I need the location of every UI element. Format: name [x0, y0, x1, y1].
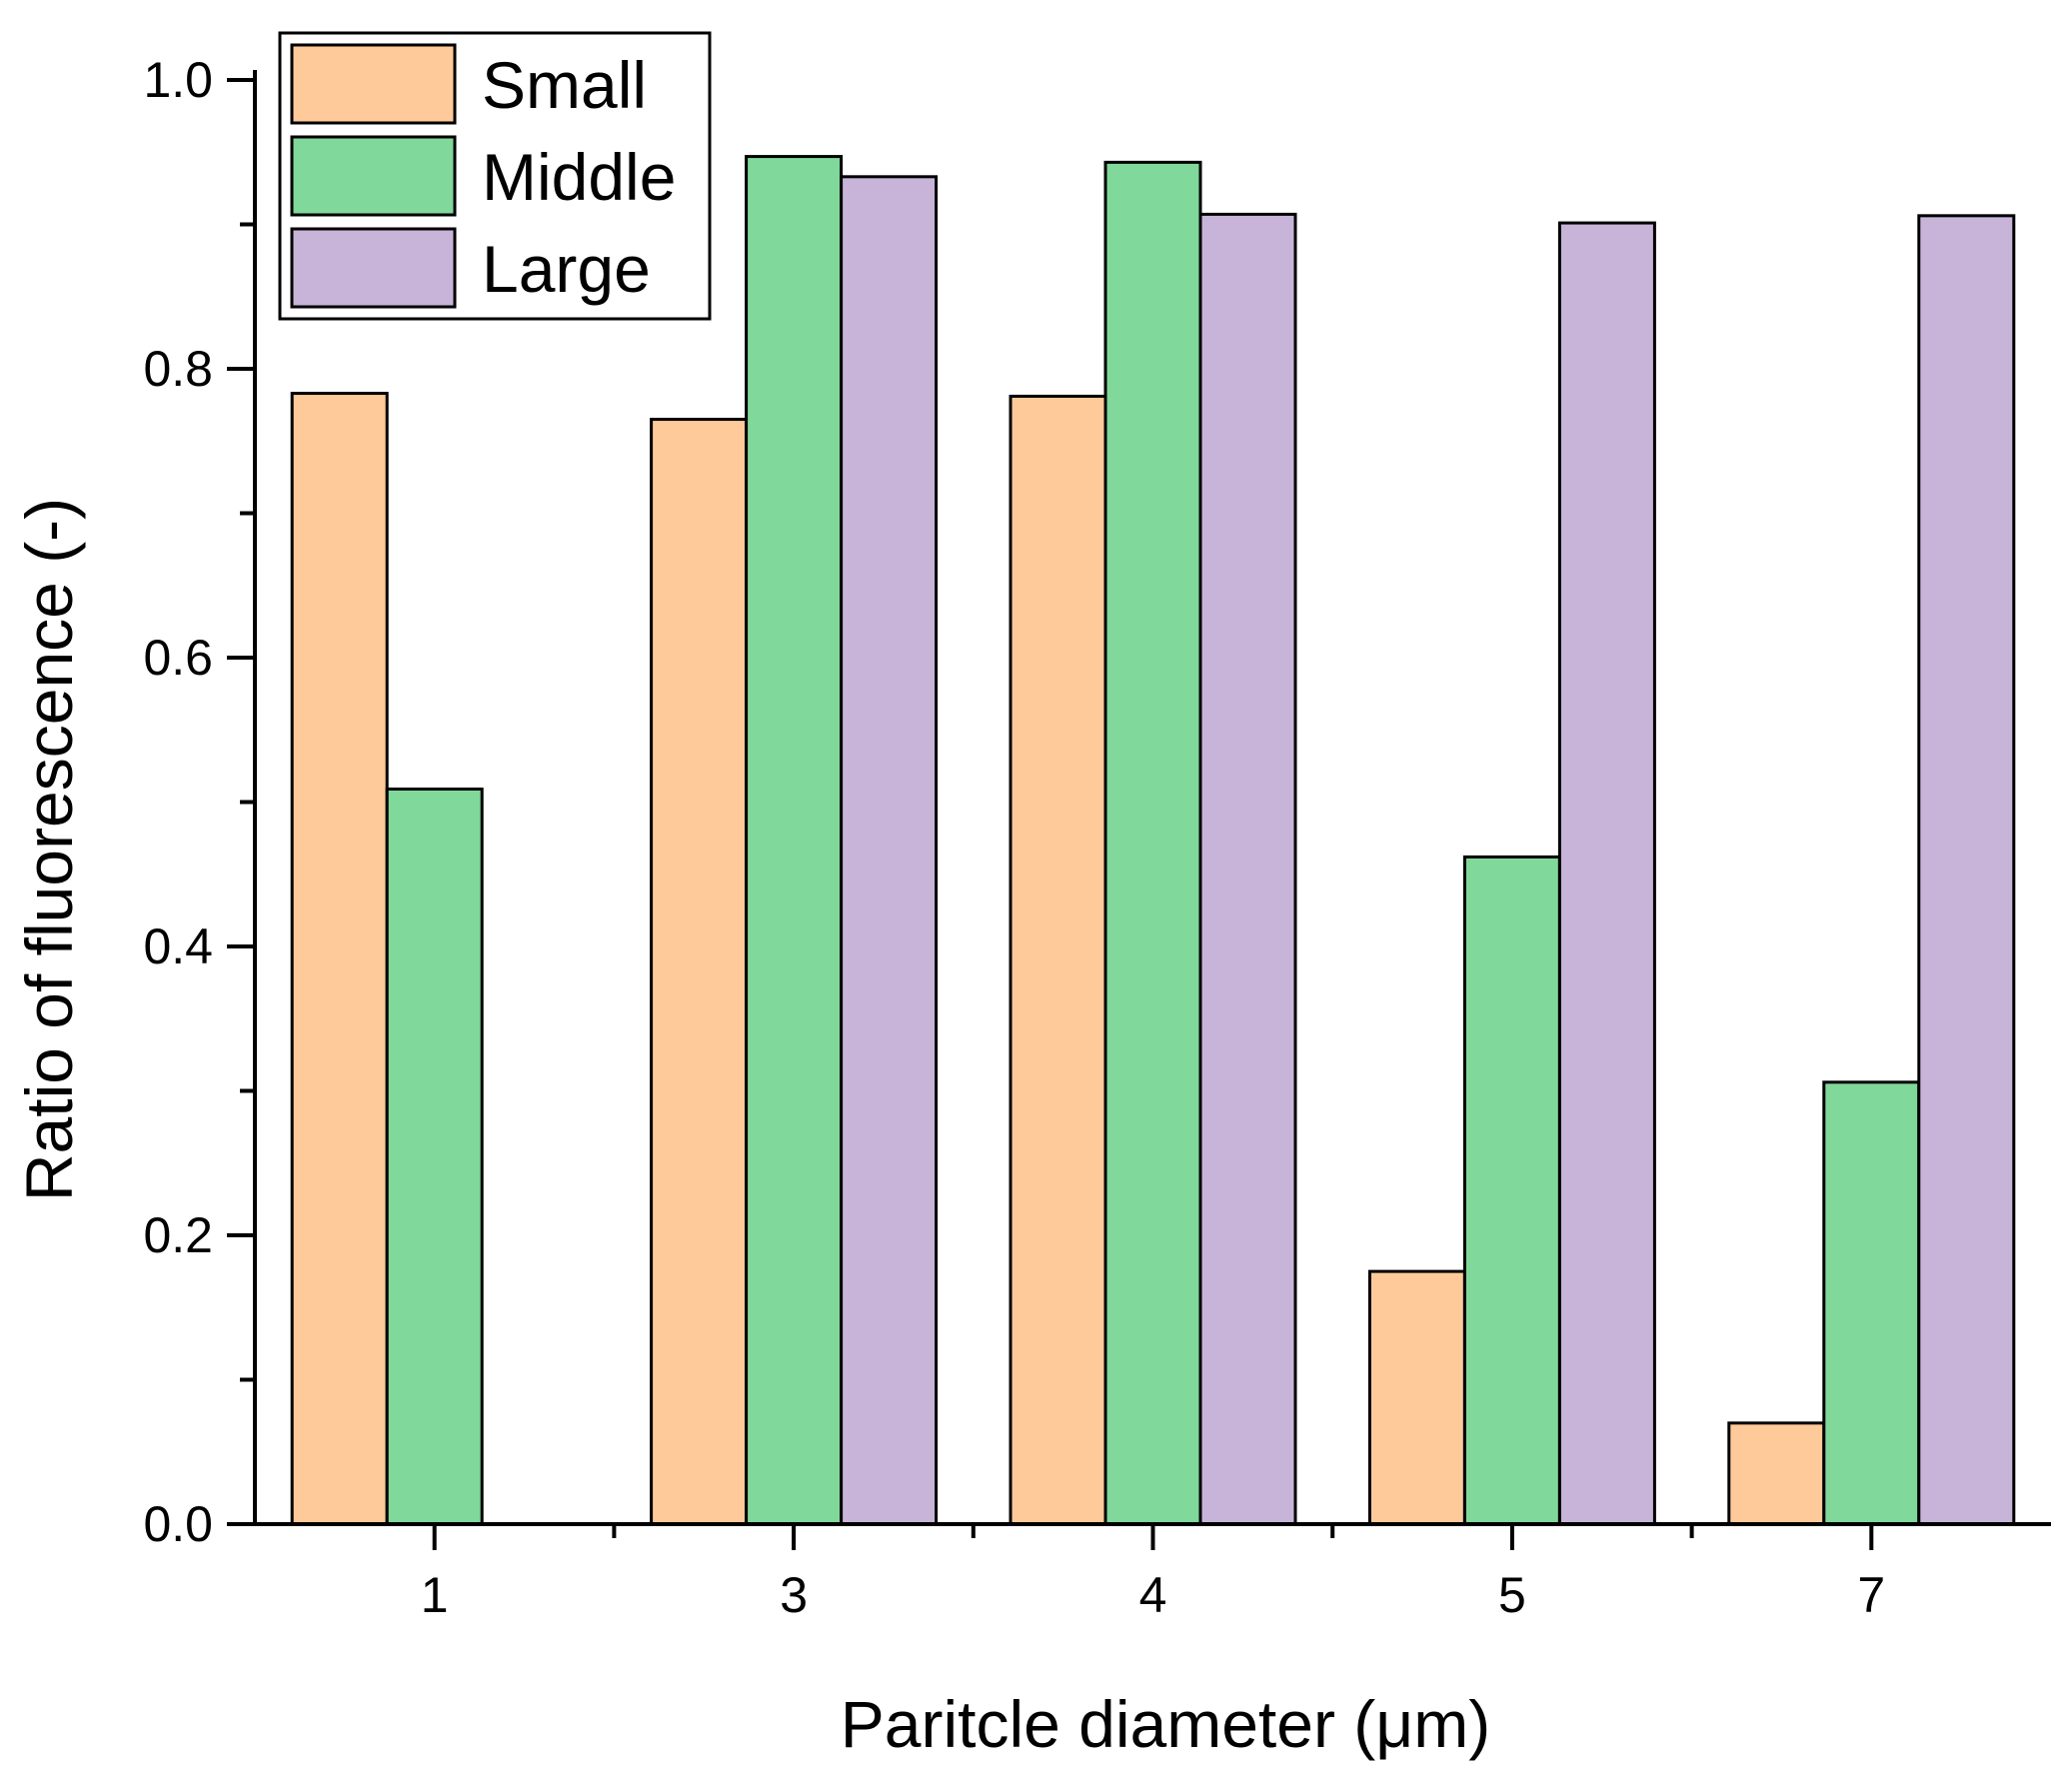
y-tick-label: 0.2 — [143, 1207, 213, 1263]
x-tick-label: 4 — [1139, 1567, 1167, 1623]
bar-large-5 — [1557, 221, 1656, 1526]
bar-small-3 — [650, 418, 749, 1526]
bars-layer — [290, 155, 2016, 1526]
bar-small-4 — [1009, 394, 1107, 1526]
x-tick-label: 3 — [780, 1567, 808, 1623]
x-axis-title: Paritcle diameter (μm) — [841, 1687, 1491, 1761]
bar-large-3 — [840, 175, 939, 1526]
legend-label-small: Small — [482, 48, 647, 122]
bar-middle-5 — [1462, 855, 1561, 1526]
bar-small-5 — [1367, 1269, 1466, 1526]
y-tick-label: 0.6 — [143, 630, 213, 686]
x-tick-label: 5 — [1498, 1567, 1526, 1623]
y-tick-label: 0.8 — [143, 341, 213, 397]
legend-label-large: Large — [482, 232, 651, 306]
bar-middle-3 — [745, 155, 844, 1526]
bar-middle-1 — [385, 787, 484, 1526]
bar-small-1 — [290, 392, 389, 1526]
x-tick-label: 1 — [421, 1567, 449, 1623]
bar-large-4 — [1198, 212, 1297, 1526]
legend-swatch-middle — [290, 135, 457, 217]
axes-layer: 0.0 0.2 0.4 0.6 0.8 1.0 1 3 4 5 7 — [143, 52, 2051, 1623]
legend-swatch-large — [290, 227, 457, 309]
legend-swatch-small — [290, 43, 457, 125]
legend: Small Middle Large — [278, 31, 712, 321]
y-axis-title: Ratio of fluorescence (-) — [12, 498, 86, 1201]
y-tick-label: 0.0 — [143, 1496, 213, 1552]
bar-small-7 — [1727, 1421, 1826, 1526]
bar-large-7 — [1917, 214, 2016, 1526]
bar-middle-4 — [1103, 160, 1202, 1526]
y-tick-label: 0.4 — [143, 918, 213, 974]
legend-label-middle: Middle — [482, 140, 676, 214]
x-tick-label: 7 — [1857, 1567, 1885, 1623]
y-tick-label: 1.0 — [143, 52, 213, 108]
bar-middle-7 — [1822, 1080, 1921, 1526]
